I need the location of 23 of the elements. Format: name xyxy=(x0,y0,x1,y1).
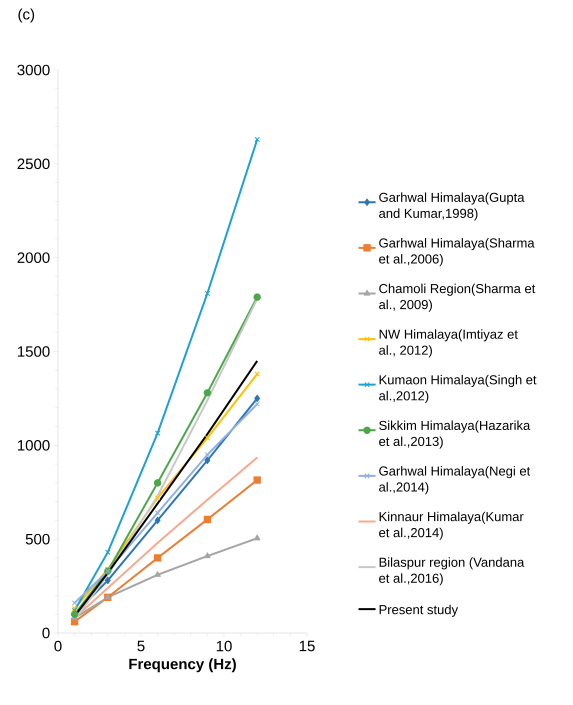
legend-label: Garhwal Himalaya(Sharma et al.,2006) xyxy=(379,238,535,266)
y-tick-label: 2500 xyxy=(18,158,50,170)
legend-label: NW Himalaya(Imtiyaz et al., 2012) xyxy=(379,329,518,358)
legend-label: Kinnaur Himalaya(Kumar et al.,2014) xyxy=(379,512,524,540)
legend-label: Sikkim Himalaya(Hazarika et al.,2013) xyxy=(379,420,530,449)
legend-label: Garhwal Himalaya(Gupta and Kumar,1998) xyxy=(379,192,524,221)
y-tick-label: 1500 xyxy=(18,346,50,357)
legend-label: Garhwal Himalaya(Negi et al.,2014) xyxy=(379,466,530,494)
x-tick-label: 10 xyxy=(216,640,232,652)
legend-label: Kumaon Himalaya(Singh et al.,2012) xyxy=(379,374,536,403)
x-axis-title: Frequency (Hz) xyxy=(129,658,236,672)
y-tick-label: 0 xyxy=(42,628,50,638)
y-tick-label: 3000 xyxy=(17,64,50,76)
y-tick-label: 2000 xyxy=(18,252,50,263)
y-tick-label: 1000 xyxy=(18,440,50,451)
y-tick-label: 500 xyxy=(26,534,50,544)
legend-label: Bilaspur region (Vandana et al.,2016) xyxy=(379,557,524,586)
legend-label: Chamoli Region(Sharma et al., 2009) xyxy=(379,284,536,312)
legend-label: Present study xyxy=(380,604,458,617)
x-tick-label: 5 xyxy=(137,640,145,652)
chart-title: (c) xyxy=(18,8,34,23)
x-tick-label: 0 xyxy=(54,640,62,652)
x-tick-label: 15 xyxy=(300,640,315,652)
